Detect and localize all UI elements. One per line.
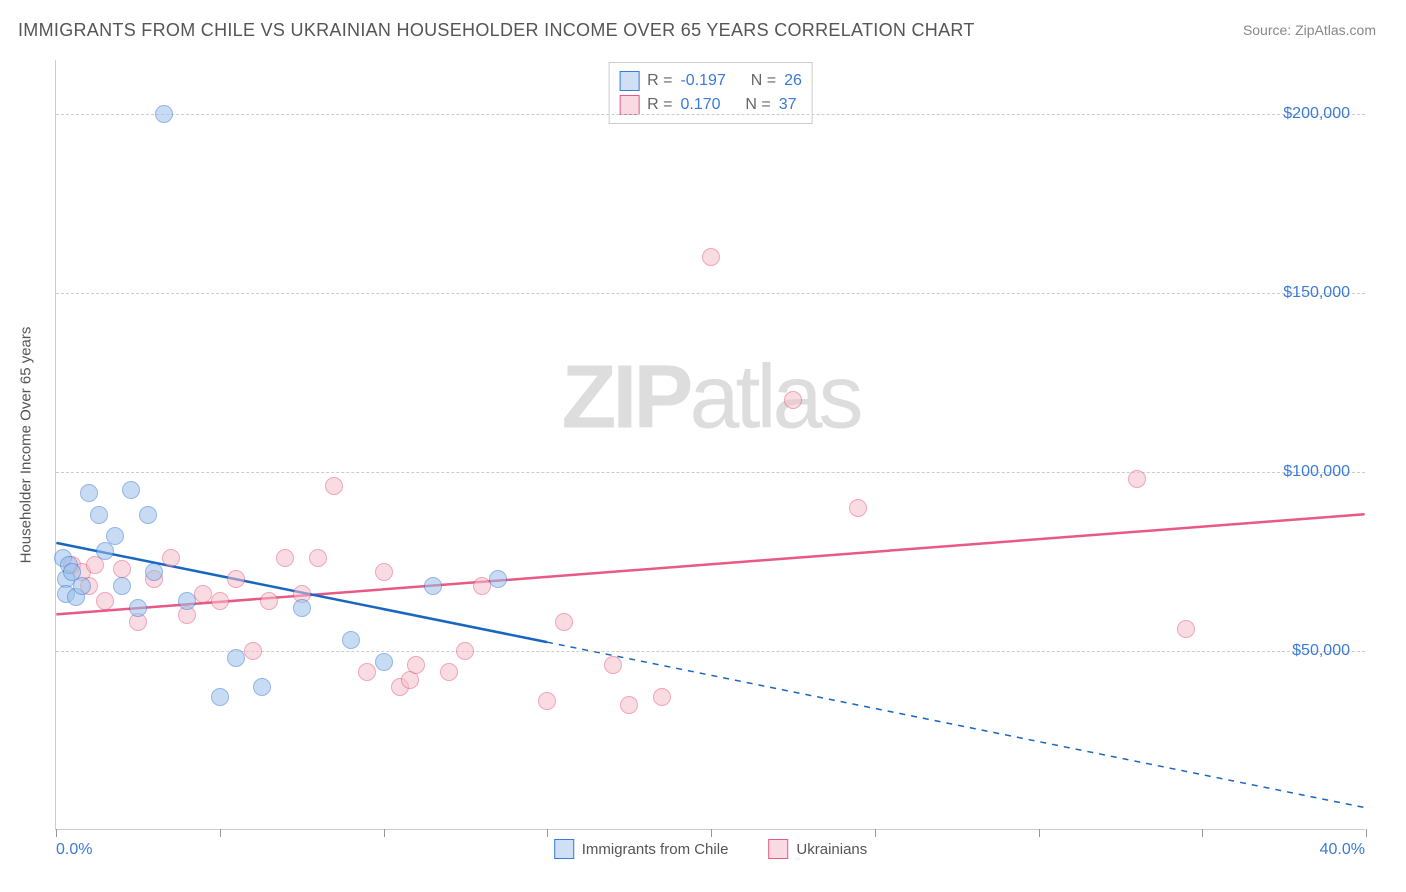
n-value-blue: 26	[784, 72, 802, 90]
scatter-marker-pink	[375, 563, 393, 581]
scatter-marker-blue	[113, 577, 131, 595]
x-tick	[384, 829, 385, 837]
scatter-marker-pink	[538, 692, 556, 710]
x-tick	[56, 829, 57, 837]
scatter-marker-blue	[489, 570, 507, 588]
series-legend: Immigrants from Chile Ukrainians	[554, 839, 868, 859]
scatter-marker-blue	[139, 506, 157, 524]
scatter-marker-pink	[96, 592, 114, 610]
swatch-blue-icon	[554, 839, 574, 859]
scatter-marker-pink	[784, 391, 802, 409]
scatter-marker-pink	[473, 577, 491, 595]
swatch-pink-icon	[619, 95, 639, 115]
gridline-h	[56, 114, 1365, 115]
scatter-marker-pink	[620, 696, 638, 714]
r-value-pink: 0.170	[680, 96, 720, 114]
scatter-marker-pink	[309, 549, 327, 567]
swatch-blue-icon	[619, 71, 639, 91]
scatter-marker-pink	[1128, 470, 1146, 488]
scatter-marker-blue	[80, 484, 98, 502]
scatter-marker-pink	[276, 549, 294, 567]
y-tick-label: $100,000	[1283, 463, 1350, 481]
scatter-marker-blue	[145, 563, 163, 581]
chart-source: Source: ZipAtlas.com	[1243, 22, 1376, 38]
scatter-marker-pink	[113, 560, 131, 578]
plot-area: Householder Income Over 65 years ZIPatla…	[55, 60, 1365, 830]
regression-line	[547, 642, 1365, 807]
scatter-marker-blue	[375, 653, 393, 671]
scatter-marker-pink	[849, 499, 867, 517]
scatter-marker-pink	[211, 592, 229, 610]
x-tick	[875, 829, 876, 837]
x-axis-max-label: 40.0%	[1320, 841, 1365, 859]
scatter-marker-pink	[1177, 620, 1195, 638]
scatter-marker-blue	[73, 577, 91, 595]
scatter-marker-pink	[604, 656, 622, 674]
scatter-marker-blue	[155, 105, 173, 123]
scatter-marker-blue	[106, 527, 124, 545]
x-tick	[1202, 829, 1203, 837]
r-label: R =	[647, 72, 672, 90]
scatter-marker-blue	[211, 688, 229, 706]
y-tick-label: $50,000	[1292, 642, 1350, 660]
scatter-marker-blue	[129, 599, 147, 617]
watermark-atlas: atlas	[689, 348, 859, 448]
scatter-marker-pink	[702, 248, 720, 266]
scatter-marker-pink	[244, 642, 262, 660]
x-tick	[711, 829, 712, 837]
scatter-marker-pink	[325, 477, 343, 495]
scatter-marker-pink	[260, 592, 278, 610]
scatter-marker-blue	[253, 678, 271, 696]
n-label: N =	[745, 96, 770, 114]
y-tick-label: $200,000	[1283, 105, 1350, 123]
y-tick-label: $150,000	[1283, 284, 1350, 302]
corr-row-blue: R = -0.197 N = 26	[619, 69, 802, 93]
legend-label-blue: Immigrants from Chile	[582, 841, 729, 858]
watermark: ZIPatlas	[561, 347, 859, 450]
scatter-marker-pink	[358, 663, 376, 681]
legend-item-blue: Immigrants from Chile	[554, 839, 729, 859]
legend-item-pink: Ukrainians	[768, 839, 867, 859]
x-tick	[547, 829, 548, 837]
regression-lines	[56, 60, 1365, 829]
chart-container: IMMIGRANTS FROM CHILE VS UKRAINIAN HOUSE…	[0, 0, 1406, 892]
scatter-marker-pink	[162, 549, 180, 567]
scatter-marker-pink	[194, 585, 212, 603]
watermark-zip: ZIP	[561, 348, 689, 448]
scatter-marker-pink	[227, 570, 245, 588]
scatter-marker-blue	[178, 592, 196, 610]
r-value-blue: -0.197	[680, 72, 725, 90]
chart-title: IMMIGRANTS FROM CHILE VS UKRAINIAN HOUSE…	[18, 20, 975, 41]
scatter-marker-blue	[293, 599, 311, 617]
scatter-marker-blue	[90, 506, 108, 524]
x-tick	[1039, 829, 1040, 837]
x-tick	[220, 829, 221, 837]
n-label: N =	[751, 72, 776, 90]
scatter-marker-pink	[555, 613, 573, 631]
swatch-pink-icon	[768, 839, 788, 859]
scatter-marker-blue	[424, 577, 442, 595]
y-axis-label: Householder Income Over 65 years	[18, 326, 35, 563]
x-axis-min-label: 0.0%	[56, 841, 92, 859]
scatter-marker-blue	[122, 481, 140, 499]
gridline-h	[56, 293, 1365, 294]
n-value-pink: 37	[779, 96, 797, 114]
r-label: R =	[647, 96, 672, 114]
regression-line	[56, 514, 1364, 614]
x-tick	[1366, 829, 1367, 837]
scatter-marker-pink	[440, 663, 458, 681]
scatter-marker-pink	[407, 656, 425, 674]
scatter-marker-blue	[227, 649, 245, 667]
legend-label-pink: Ukrainians	[796, 841, 867, 858]
scatter-marker-blue	[342, 631, 360, 649]
gridline-h	[56, 472, 1365, 473]
scatter-marker-pink	[456, 642, 474, 660]
scatter-marker-pink	[653, 688, 671, 706]
